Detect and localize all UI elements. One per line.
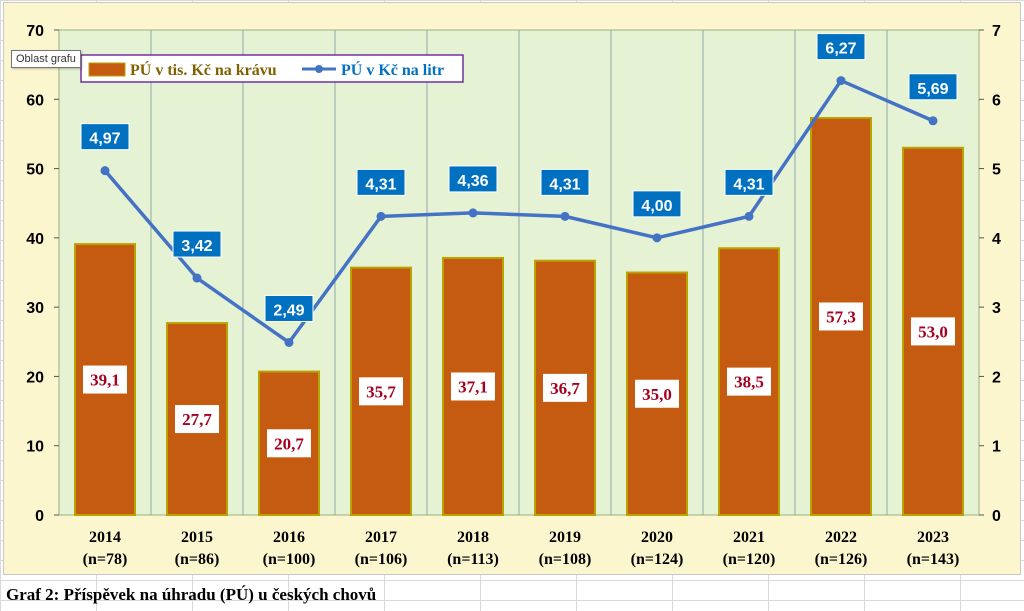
left-axis-tick-label: 70 [26, 23, 44, 40]
line-point-2023 [928, 116, 938, 126]
line-value-label-box [632, 190, 682, 218]
line-value-label: 6,27 [825, 41, 856, 58]
bar-value-label: 20,7 [274, 434, 304, 453]
line-value-label-box [264, 294, 314, 322]
line-series-per-litre [103, 78, 934, 345]
bar-value-label: 35,7 [366, 382, 396, 401]
x-axis-count-label: (n=100) [263, 551, 316, 568]
right-axis-tick-label: 3 [992, 300, 1001, 317]
line-value-label-box [356, 168, 406, 196]
x-axis-year-label: 2017 [365, 529, 397, 546]
x-axis-year-label: 2021 [733, 529, 765, 546]
x-axis-count-label: (n=113) [447, 551, 499, 568]
x-axis-count-label: (n=78) [83, 551, 128, 568]
x-axis-year-label: 2023 [917, 529, 949, 546]
chart-area-tooltip: Oblast grafu [11, 50, 81, 68]
bar-value-label: 27,7 [182, 410, 212, 429]
x-axis-count-label: (n=124) [631, 551, 684, 568]
chart-area[interactable]: 0 10 20 30 40 50 60 70 0 1 2 3 4 5 6 7 39,1 27,7 20,7 35,7 3… [3, 2, 1021, 575]
bar-value-label: 53,0 [918, 322, 948, 341]
left-axis-tick-label: 50 [26, 162, 44, 179]
line-point-2018 [468, 208, 478, 218]
x-axis-year-label: 2016 [273, 529, 305, 546]
chart-svg: 0 10 20 30 40 50 60 70 0 1 2 3 4 5 6 7 39,1 27,7 20,7 35,7 3… [26, 23, 1001, 568]
line-value-label-box [80, 123, 130, 151]
left-axis-tick-label: 30 [26, 300, 44, 317]
line-value-label: 5,69 [917, 81, 948, 98]
line-value-label-box [540, 168, 590, 196]
figure-caption: Graf 2: Příspěvek na úhradu (PÚ) u český… [6, 585, 377, 604]
x-axis-count-label: (n=143) [907, 551, 960, 568]
bar-value-label-box [911, 317, 955, 346]
line-value-label: 4,31 [365, 176, 396, 193]
line-value-label: 4,36 [457, 173, 488, 190]
right-axis-tick-label: 6 [992, 92, 1001, 109]
x-axis-year-label: 2015 [181, 529, 213, 546]
bar-value-label-box [819, 302, 863, 331]
line-point-2021 [744, 211, 754, 221]
bar-value-label: 35,0 [642, 385, 672, 404]
legend-line-marker [315, 65, 323, 73]
bar-value-label-box [727, 367, 771, 396]
bar-value-label: 37,1 [458, 377, 488, 396]
line-point-2022 [836, 76, 846, 86]
x-axis-year-label: 2018 [457, 529, 489, 546]
right-axis-tick-label: 2 [992, 369, 1001, 386]
bar-value-label: 36,7 [550, 379, 580, 398]
legend-box [80, 54, 464, 83]
line-point-2017 [376, 211, 386, 221]
line-value-label: 3,42 [181, 238, 212, 255]
right-axis-tick-label: 5 [992, 162, 1001, 179]
line-value-label: 4,97 [89, 131, 120, 148]
caption-row: Graf 2: Příspěvek na úhradu (PÚ) u český… [0, 578, 1024, 611]
bar-value-label: 57,3 [826, 307, 856, 326]
left-axis-tick-label: 40 [26, 231, 44, 248]
x-axis-year-label: 2019 [549, 529, 581, 546]
x-axis-count-label: (n=106) [355, 551, 408, 568]
line-value-label: 2,49 [273, 302, 304, 319]
line-value-label: 4,31 [733, 176, 764, 193]
line-point-2020 [652, 233, 662, 243]
legend-line-label: PÚ v Kč na litr [341, 60, 444, 79]
left-axis-tick-label: 20 [26, 369, 44, 386]
bar-value-label-box [267, 429, 311, 458]
x-axis-count-label: (n=126) [815, 551, 868, 568]
line-value-label-box [172, 230, 222, 258]
line-value-label-box [816, 33, 866, 61]
right-axis-tick-label: 1 [992, 439, 1001, 456]
left-axis-tick-label: 0 [35, 508, 44, 525]
legend-bar-label: PÚ v tis. Kč na krávu [130, 60, 277, 79]
bar-value-label-box [635, 379, 679, 408]
left-axis-tick-label: 10 [26, 439, 44, 456]
legend-bar-swatch [88, 62, 126, 77]
line-value-label-box [448, 165, 498, 193]
line-point-2015 [192, 273, 202, 283]
line-point-2016 [284, 337, 294, 347]
line-value-label: 4,31 [549, 176, 580, 193]
x-axis-year-label: 2020 [641, 529, 673, 546]
bar-value-label: 39,1 [90, 371, 120, 390]
right-axis-tick-label: 4 [992, 231, 1001, 248]
line-value-label-box [724, 168, 774, 196]
bar-value-label: 38,5 [734, 373, 764, 392]
right-axis-tick-label: 0 [992, 508, 1001, 525]
bar-value-label-box [83, 365, 127, 394]
legend: PÚ v tis. Kč na krávu PÚ v Kč na litr [80, 54, 464, 83]
x-axis-year-label: 2014 [89, 529, 121, 546]
bar-value-label-box [451, 372, 495, 401]
left-axis-tick-label: 60 [26, 92, 44, 109]
right-axis-tick-label: 7 [992, 23, 1001, 40]
bar-value-label-box [175, 405, 219, 434]
line-value-label-box [908, 73, 958, 101]
bar-value-label-box [543, 373, 587, 402]
line-point-2014 [100, 166, 110, 176]
bar-value-label-box [359, 377, 403, 406]
x-axis-year-label: 2022 [825, 529, 857, 546]
x-axis-count-label: (n=120) [723, 551, 776, 568]
x-axis-count-label: (n=86) [175, 551, 220, 568]
x-axis-count-label: (n=108) [539, 551, 592, 568]
line-point-2019 [560, 211, 570, 221]
line-value-label: 4,00 [641, 198, 672, 215]
